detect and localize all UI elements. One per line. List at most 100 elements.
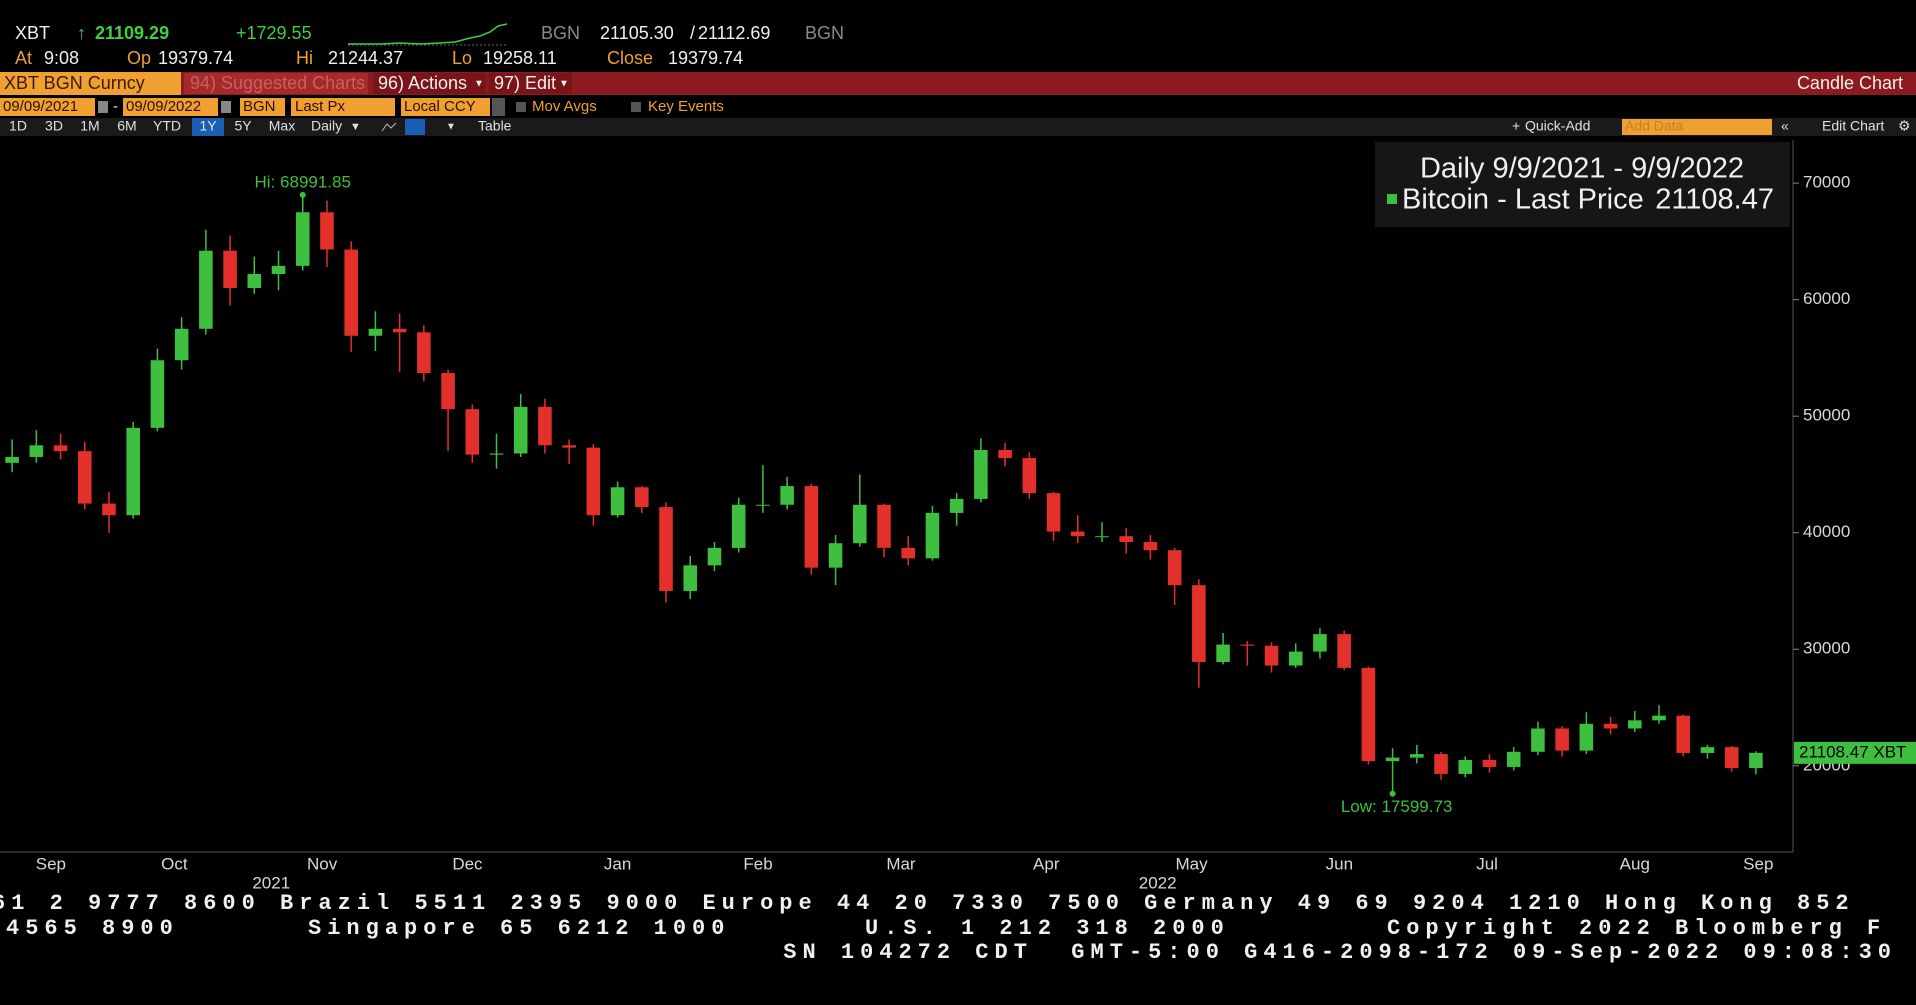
candle-body	[271, 265, 286, 275]
field-box[interactable]	[291, 98, 395, 116]
candle-body	[804, 486, 819, 568]
time: 9:08	[44, 48, 79, 68]
checkbox[interactable]	[516, 102, 526, 112]
x-tick-label: Apr	[1033, 854, 1060, 873]
low: 19258.11	[483, 48, 557, 68]
currency-box[interactable]	[401, 98, 490, 116]
bid: 21105.30	[600, 23, 674, 43]
candle-body	[1264, 645, 1279, 666]
candle-body	[126, 427, 140, 516]
candle-body	[1410, 754, 1424, 758]
x-tick-label: Jan	[604, 854, 631, 873]
candle-body	[102, 503, 116, 516]
security-box[interactable]	[0, 72, 181, 95]
collapse[interactable]: «	[1781, 118, 1789, 134]
mov-avgs: Mov Avgs	[532, 98, 597, 115]
quick-add[interactable]: Quick-Add	[1525, 118, 1590, 134]
candle-body	[949, 498, 964, 513]
legend-box	[1375, 142, 1790, 227]
dropdown-arrow: ▼	[446, 122, 456, 133]
candle-body	[150, 360, 165, 428]
tape-line: U.S. 1 212 318 2000	[865, 916, 1230, 941]
menu-item: 94) Suggested Charts	[190, 73, 365, 93]
candle-body	[1531, 728, 1545, 752]
label: Lo	[452, 48, 472, 68]
x-tick-label: Dec	[452, 854, 483, 873]
candle-body	[707, 547, 722, 566]
edit-chart[interactable]: Edit Chart	[1822, 118, 1884, 134]
candle-body	[1482, 759, 1497, 767]
candle-body	[538, 406, 552, 446]
legend-title: Daily 9/9/2021 - 9/9/2022	[1420, 153, 1744, 185]
last-price: 21109.29	[95, 23, 169, 43]
candle-body	[1603, 723, 1618, 729]
menu-item: 96) Actions	[378, 73, 467, 93]
high-label: Hi: 68991.85	[255, 172, 351, 191]
period-button[interactable]: 1Y	[199, 118, 217, 134]
frequency[interactable]: Daily	[311, 118, 342, 134]
start-date: 09/09/2021	[3, 98, 78, 115]
period-button[interactable]: 6M	[117, 118, 136, 134]
close: 19379.74	[668, 48, 743, 68]
menu-button[interactable]	[373, 73, 486, 94]
period-button[interactable]: 1M	[80, 118, 99, 134]
candle-body	[998, 449, 1012, 459]
source: BGN	[243, 98, 276, 115]
toolbar	[0, 118, 1916, 136]
period-button[interactable]: 3D	[45, 118, 63, 134]
low-label: Low: 17599.73	[1341, 797, 1453, 816]
date-field[interactable]	[0, 98, 95, 116]
date-field[interactable]	[123, 98, 218, 116]
menu-button[interactable]	[184, 73, 368, 94]
candle-body	[513, 406, 528, 454]
calendar-icon[interactable]	[221, 101, 231, 113]
x-tick-label: Sep	[36, 854, 66, 873]
legend-series: Bitcoin - Last Price	[1402, 184, 1644, 216]
line-icon[interactable]	[381, 122, 397, 132]
candle-body	[1700, 747, 1715, 753]
change: +1729.55	[236, 23, 312, 43]
period-button[interactable]: 5Y	[234, 118, 252, 134]
candle-body	[1579, 723, 1594, 751]
period-button[interactable]: 1D	[9, 118, 27, 134]
candle-body	[683, 565, 698, 591]
table-button[interactable]: Table	[478, 118, 512, 134]
source: BGN	[805, 23, 844, 43]
gear[interactable]: ⚙	[1898, 118, 1911, 134]
dropdown[interactable]	[492, 98, 505, 116]
candle-body	[1240, 644, 1255, 646]
candle-body	[392, 328, 407, 333]
x-tick-label: Nov	[307, 854, 338, 873]
checkbox[interactable]	[631, 102, 641, 112]
candle-body	[1749, 752, 1763, 769]
calendar-icon[interactable]	[98, 101, 108, 113]
high: 21244.37	[328, 48, 403, 68]
candle-body	[780, 486, 794, 505]
period-button[interactable]: YTD	[153, 118, 181, 134]
dropdown-arrow: ▼	[350, 121, 361, 133]
y-tick-label: 50000	[1803, 406, 1850, 425]
currency: Local CCY	[404, 98, 476, 115]
candle-body	[199, 250, 213, 329]
candle-body	[925, 512, 940, 559]
candle-body	[174, 328, 189, 361]
dropdown-arrow: ▼	[474, 79, 484, 90]
candle-body	[489, 453, 504, 455]
period-button[interactable]: Max	[269, 118, 295, 134]
tape-line: Singapore 65 6212 1000	[308, 916, 730, 941]
add-data-field[interactable]	[1622, 119, 1772, 135]
candle-body	[1070, 531, 1085, 537]
x-tick-label: Oct	[161, 854, 188, 873]
candle-body	[1119, 536, 1133, 543]
candle-body	[417, 332, 431, 374]
candle-body	[562, 445, 576, 448]
candle-body	[1216, 644, 1230, 663]
candle-icon[interactable]	[405, 119, 425, 135]
source-field[interactable]	[240, 98, 285, 116]
menu-button[interactable]	[489, 73, 572, 94]
label: Op	[127, 48, 151, 68]
candle-body	[1192, 585, 1206, 663]
ask: 21112.69	[698, 23, 770, 43]
